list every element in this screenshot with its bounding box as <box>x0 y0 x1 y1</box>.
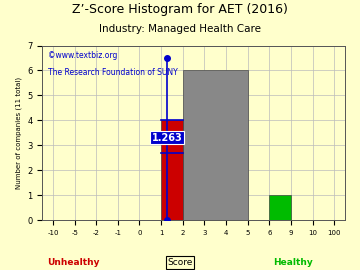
Text: Healthy: Healthy <box>274 258 313 267</box>
Text: Z’-Score Histogram for AET (2016): Z’-Score Histogram for AET (2016) <box>72 3 288 16</box>
Text: Score: Score <box>167 258 193 267</box>
Text: ©www.textbiz.org: ©www.textbiz.org <box>48 51 118 60</box>
Text: 1.263: 1.263 <box>152 133 182 143</box>
Bar <box>161 120 183 220</box>
Text: Unhealthy: Unhealthy <box>47 258 99 267</box>
Bar <box>183 70 248 220</box>
Bar <box>269 195 291 220</box>
Y-axis label: Number of companies (11 total): Number of companies (11 total) <box>15 77 22 189</box>
Text: Industry: Managed Health Care: Industry: Managed Health Care <box>99 24 261 34</box>
Text: The Research Foundation of SUNY: The Research Foundation of SUNY <box>48 68 178 77</box>
